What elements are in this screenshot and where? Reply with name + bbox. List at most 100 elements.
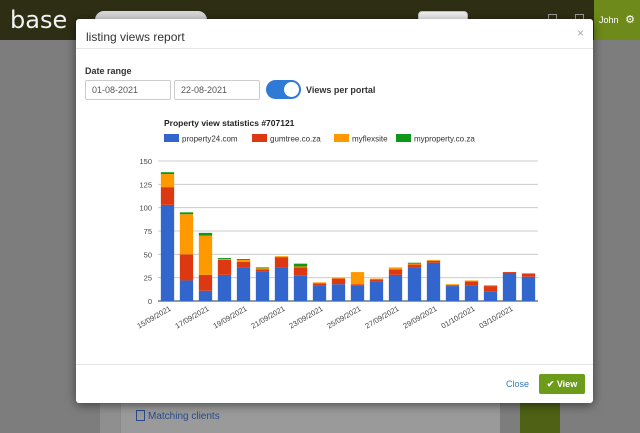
views-chart: Property view statistics #707121 property… <box>135 118 538 331</box>
y-tick-label: 150 <box>139 157 152 166</box>
legend-swatch <box>164 134 179 142</box>
bar-segment <box>483 286 498 292</box>
legend-label: property24.com <box>182 135 238 144</box>
modal-title: listing views report <box>86 30 185 44</box>
user-menu[interactable]: John ⚙ <box>594 0 640 40</box>
bar-segment <box>445 285 460 287</box>
bar-segment <box>464 285 479 301</box>
x-tick-label: 17/09/2021 <box>173 304 210 331</box>
legend-swatch <box>252 134 267 142</box>
bar-segment <box>160 174 175 188</box>
bar-segment <box>521 273 536 274</box>
bar-segment <box>198 274 213 291</box>
x-tick-label: 21/09/2021 <box>249 304 286 331</box>
legend-label: myproperty.co.za <box>414 135 475 144</box>
bar-segment <box>407 264 422 268</box>
bar-segment <box>293 266 308 268</box>
bar-segment <box>388 267 403 270</box>
bar-segment <box>236 259 251 260</box>
close-icon[interactable]: × <box>576 26 584 40</box>
bar-segment <box>483 285 498 287</box>
legend-label: myflexsite <box>352 135 388 144</box>
legend-swatch <box>334 134 349 142</box>
bar-segment <box>255 269 270 272</box>
bar-segment <box>274 257 289 268</box>
bar-segment <box>331 284 346 301</box>
bar-segment <box>407 262 422 264</box>
bar-segment <box>160 187 175 205</box>
bar-segment <box>445 284 460 286</box>
y-tick-label: 100 <box>139 204 152 213</box>
bar-segment <box>407 263 422 265</box>
listing-views-modal: listing views report × Date range Views … <box>76 19 593 403</box>
bar-segment <box>312 285 327 301</box>
bar-segment <box>483 291 498 301</box>
bar-segment <box>521 273 536 277</box>
bar-segment <box>388 269 403 275</box>
bar-segment <box>255 268 270 270</box>
bar-segment <box>198 235 213 275</box>
matching-clients-label: Matching clients <box>148 411 220 422</box>
y-tick-label: 25 <box>144 274 152 283</box>
bar-segment <box>274 256 289 258</box>
date-from-input[interactable] <box>85 80 171 100</box>
modal-header: listing views report × <box>76 19 593 49</box>
views-per-portal-toggle[interactable] <box>266 80 301 99</box>
bar-segment <box>255 267 270 269</box>
bar-segment <box>179 280 194 301</box>
bar-segment <box>369 278 384 280</box>
bar-segment <box>464 280 479 282</box>
date-range-label: Date range <box>85 66 132 76</box>
bar-segment <box>464 281 479 286</box>
y-tick-label: 125 <box>139 180 152 189</box>
bar-segment <box>331 277 346 279</box>
x-tick-label: 15/09/2021 <box>135 304 172 331</box>
bar-segment <box>198 290 213 301</box>
matching-clients-link[interactable]: Matching clients <box>136 410 220 422</box>
bar-segment <box>331 278 346 285</box>
x-tick-label: 29/09/2021 <box>401 304 438 331</box>
bar-segment <box>179 254 194 281</box>
bar-segment <box>407 267 422 301</box>
gear-icon[interactable]: ⚙ <box>625 14 635 26</box>
bar-segment <box>236 261 251 268</box>
bar-segment <box>350 272 365 285</box>
modal-footer: Close ✔ View <box>76 364 593 403</box>
chart-title: Property view statistics #707121 <box>164 118 295 128</box>
toggle-knob <box>284 82 299 97</box>
x-tick-label: 23/09/2021 <box>287 304 324 331</box>
bar-segment <box>369 281 384 301</box>
date-to-input[interactable] <box>174 80 260 100</box>
user-name: John <box>599 15 619 25</box>
bar-segment <box>350 285 365 301</box>
x-tick-label: 01/10/2021 <box>439 304 476 331</box>
bar-segment <box>426 260 441 263</box>
bar-segment <box>179 214 194 255</box>
bar-segment <box>426 262 441 301</box>
bar-segment <box>502 273 517 301</box>
y-tick-label: 75 <box>144 227 152 236</box>
close-button[interactable]: Close <box>506 379 530 389</box>
bar-segment <box>350 284 365 286</box>
y-tick-label: 0 <box>148 297 152 306</box>
app-logo[interactable]: base <box>10 6 68 34</box>
views-per-portal-label: Views per portal <box>306 85 376 95</box>
bar-segment <box>236 267 251 301</box>
bar-segment <box>160 172 175 175</box>
bar-segment <box>217 259 232 275</box>
document-icon <box>136 410 145 421</box>
bar-segment <box>236 259 251 262</box>
view-button[interactable]: ✔ View <box>539 374 585 394</box>
bar-segment <box>426 259 441 261</box>
legend-swatch <box>396 134 411 142</box>
bar-segment <box>521 276 536 301</box>
bar-segment <box>293 263 308 267</box>
x-tick-label: 03/10/2021 <box>477 304 514 331</box>
bar-segment <box>217 274 232 301</box>
bar-segment <box>312 282 327 284</box>
x-tick-label: 19/09/2021 <box>211 304 248 331</box>
bar-segment <box>179 212 194 215</box>
bar-segment <box>255 271 270 301</box>
x-tick-label: 27/09/2021 <box>363 304 400 331</box>
bar-segment <box>217 258 232 259</box>
